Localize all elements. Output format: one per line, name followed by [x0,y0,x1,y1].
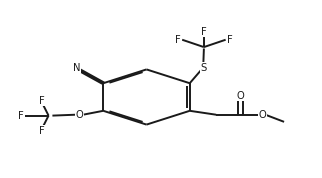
Text: N: N [73,63,80,73]
Text: F: F [39,125,45,136]
Text: O: O [75,110,83,120]
Text: F: F [227,35,232,45]
Text: S: S [200,62,206,73]
Text: F: F [39,96,45,106]
Text: O: O [258,110,266,120]
Text: F: F [201,27,207,37]
Text: F: F [18,111,24,121]
Text: O: O [236,91,244,101]
Text: F: F [175,35,181,45]
